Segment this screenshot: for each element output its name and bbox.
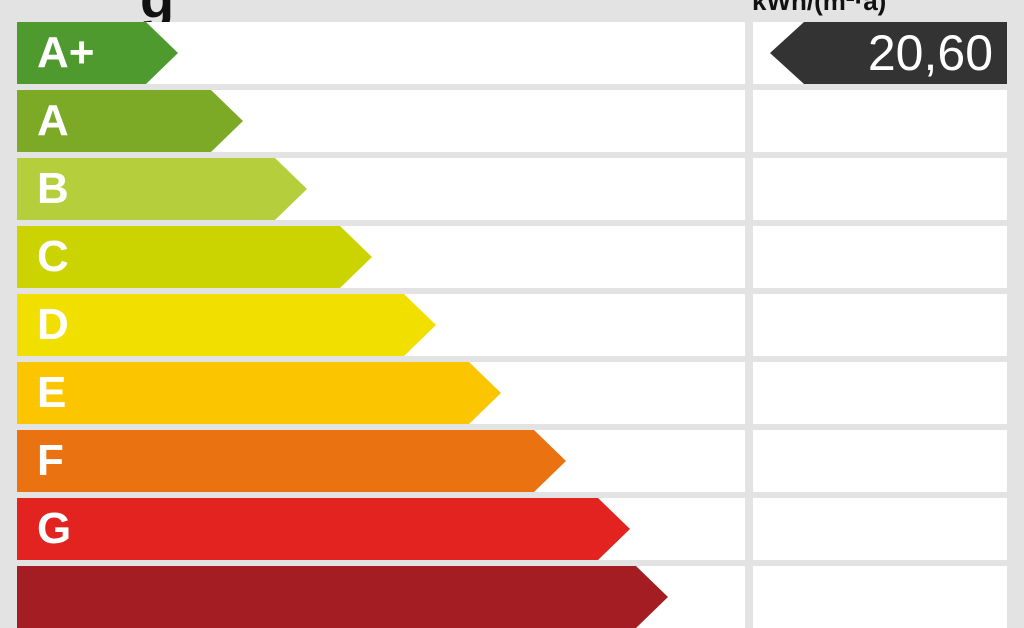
rating-row: A+ [17, 22, 745, 84]
consumption-indicator: 20,60 [770, 22, 1007, 84]
rating-row: B [17, 158, 745, 220]
rating-arrow-a-plus: A+ [17, 22, 178, 84]
value-cell [753, 294, 1007, 356]
rating-row [17, 566, 745, 628]
rating-arrow-f: F [17, 430, 566, 492]
rating-arrow-e: E [17, 362, 501, 424]
rating-row: E [17, 362, 745, 424]
rating-arrow-h [17, 566, 668, 628]
value-cell [753, 362, 1007, 424]
rating-row: D [17, 294, 745, 356]
rating-arrow-c: C [17, 226, 372, 288]
rating-arrow-b: B [17, 158, 307, 220]
value-cell [753, 430, 1007, 492]
rating-row: G [17, 498, 745, 560]
value-cell [753, 226, 1007, 288]
rating-row: F [17, 430, 745, 492]
unit-label: kWh/(m²·a) [752, 0, 887, 16]
rating-row: C [17, 226, 745, 288]
value-cell [753, 566, 1007, 628]
value-cell [753, 498, 1007, 560]
value-cell [753, 158, 1007, 220]
rating-arrow-d: D [17, 294, 436, 356]
rating-arrow-a: A [17, 90, 243, 152]
value-cell [753, 90, 1007, 152]
rating-arrow-g: G [17, 498, 630, 560]
rating-row: A [17, 90, 745, 152]
